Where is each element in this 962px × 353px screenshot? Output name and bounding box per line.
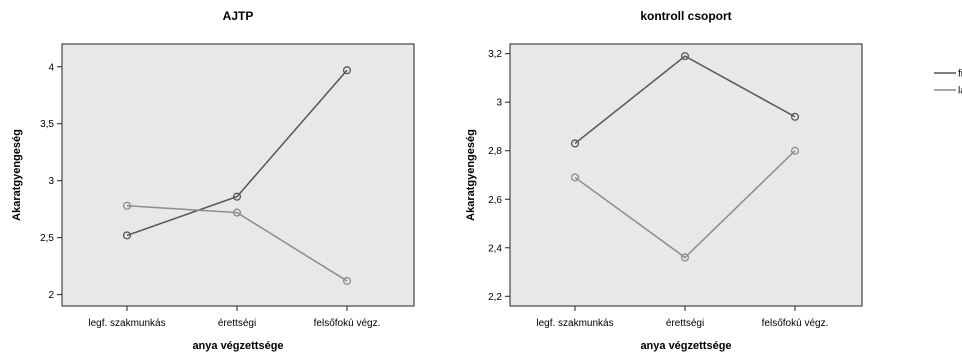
series-line-fiu	[126, 69, 348, 237]
x-axis-label: anya végzettsége	[192, 340, 283, 352]
data-point	[232, 208, 242, 217]
y-axis-label: Akaratgyengeség	[465, 129, 477, 221]
data-point	[122, 201, 132, 210]
x-tick-label: legf. szakmunkás	[536, 318, 613, 329]
data-point	[122, 231, 132, 240]
data-point	[342, 276, 352, 285]
y-tick-label: 2,2	[488, 292, 502, 303]
x-tick-label: érettségi	[666, 318, 704, 329]
data-point	[570, 139, 580, 148]
y-tick-label: 3	[496, 98, 502, 109]
x-tick-label: érettségi	[218, 318, 256, 329]
y-tick-label: 2,6	[488, 195, 502, 206]
data-point	[570, 173, 580, 182]
plot-area	[61, 43, 415, 307]
chart-ajtp: AJTP anya végzettsége Akaratgyengeség 2 2,5 3…	[11, 9, 415, 352]
series-line-lany	[126, 205, 348, 282]
legend-label: fiú	[958, 69, 962, 80]
x-tick-label: felsőfokú végz.	[762, 318, 829, 329]
data-point	[790, 112, 800, 121]
chart-kontroll-csoport: kontroll csoport anya végzettsége Akaratgy…	[465, 9, 863, 352]
plot-area	[509, 43, 863, 307]
chart-title: kontroll csoport	[640, 9, 731, 23]
chart-title: AJTP	[223, 9, 254, 23]
y-tick-label: 2,8	[488, 146, 502, 157]
x-tick-label: felsőfokú végz.	[314, 318, 381, 329]
data-point	[680, 253, 690, 262]
y-tick-label: 3	[48, 176, 54, 187]
series-line-lany	[574, 150, 796, 259]
y-tick-label: 3,2	[488, 49, 502, 60]
y-tick-label: 4	[48, 62, 54, 73]
data-point	[790, 146, 800, 155]
data-point	[232, 192, 242, 201]
y-tick-label: 3,5	[40, 119, 54, 130]
legend-label: lány	[958, 86, 962, 97]
y-tick-label: 2,5	[40, 233, 54, 244]
x-axis-label: anya végzettsége	[640, 340, 731, 352]
data-point	[342, 66, 352, 75]
x-tick-label: legf. szakmunkás	[88, 318, 165, 329]
legend: fiú lány	[934, 69, 962, 97]
series-line-fiu	[574, 55, 796, 145]
y-tick-label: 2	[48, 290, 54, 301]
y-axis-label: Akaratgyengeség	[11, 129, 23, 221]
y-tick-label: 2,4	[488, 243, 502, 254]
data-point	[680, 52, 690, 61]
